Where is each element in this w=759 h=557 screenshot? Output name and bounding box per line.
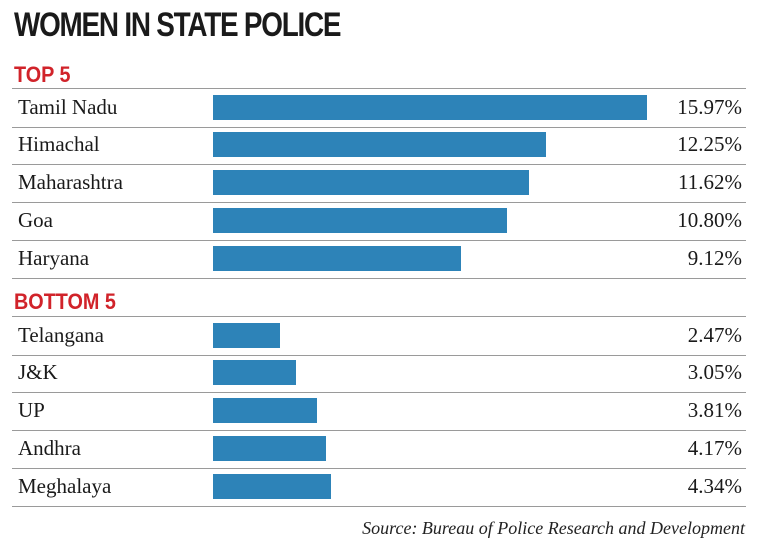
bar-label: Telangana [18, 323, 104, 347]
bar-value-label: 3.05% [687, 360, 742, 384]
bar-row: Tamil Nadu 15.97% [12, 88, 746, 128]
bar-value-label: 15.97% [677, 95, 742, 119]
bar-label: Meghalaya [18, 474, 112, 498]
bar-value-label: 9.12% [687, 246, 742, 270]
bar [213, 95, 647, 120]
bar [213, 132, 546, 157]
bar-row: Meghalaya 4.34% [12, 468, 746, 507]
bar-value-label: 3.81% [687, 398, 742, 422]
bar-row: Goa 10.80% [12, 202, 746, 241]
bar-value-label: 12.25% [677, 132, 742, 156]
bar-label: Andhra [18, 436, 81, 460]
bar-row: UP 3.81% [12, 392, 746, 431]
bar-label: Himachal [18, 132, 100, 156]
bar-label: Goa [18, 208, 53, 232]
bar-value-label: 2.47% [687, 323, 742, 347]
chart-title: WOMEN IN STATE POLICE [14, 6, 342, 44]
section-heading-bottom: BOTTOM 5 [14, 289, 116, 314]
bar-label: Tamil Nadu [18, 95, 118, 119]
bar-label: UP [18, 398, 45, 422]
bar [213, 170, 529, 195]
bar [213, 474, 331, 499]
bar-value-label: 4.17% [687, 436, 742, 460]
bar-row: Andhra 4.17% [12, 430, 746, 469]
bar-label: J&K [18, 360, 58, 384]
bar [213, 246, 461, 271]
bar [213, 360, 296, 385]
bar-row: Maharashtra 11.62% [12, 164, 746, 203]
bar-row: Telangana 2.47% [12, 316, 746, 356]
bar-label: Maharashtra [18, 170, 123, 194]
bar-row: Haryana 9.12% [12, 240, 746, 279]
bar-value-label: 10.80% [677, 208, 742, 232]
bar-value-label: 4.34% [687, 474, 742, 498]
bar-value-label: 11.62% [678, 170, 742, 194]
section-heading-top: TOP 5 [14, 62, 71, 87]
bar-row: J&K 3.05% [12, 354, 746, 393]
bar [213, 323, 280, 348]
bar-row: Himachal 12.25% [12, 126, 746, 165]
bar [213, 436, 326, 461]
bar-label: Haryana [18, 246, 90, 270]
bar [213, 398, 317, 423]
chart-source: Source: Bureau of Police Research and De… [362, 518, 745, 538]
bar [213, 208, 507, 233]
